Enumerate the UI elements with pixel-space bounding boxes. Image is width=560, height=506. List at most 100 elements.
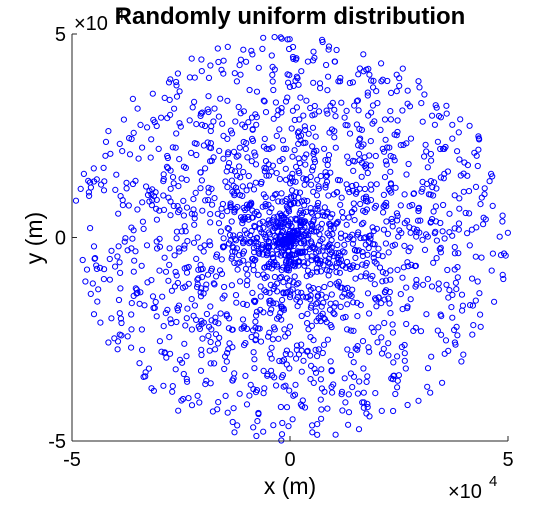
data-point — [298, 68, 305, 75]
data-point — [407, 135, 415, 142]
data-point — [489, 173, 496, 180]
data-point — [202, 197, 209, 204]
data-point — [112, 263, 119, 270]
data-point — [389, 329, 396, 336]
data-point — [427, 389, 434, 396]
data-point — [238, 235, 245, 242]
data-point — [139, 218, 146, 225]
data-point — [388, 215, 395, 223]
data-point — [379, 145, 386, 152]
data-point — [464, 162, 471, 169]
data-point — [210, 154, 217, 161]
data-point — [240, 217, 247, 224]
data-point — [464, 230, 471, 237]
data-point — [364, 400, 371, 407]
data-point — [265, 264, 272, 271]
data-point — [331, 58, 339, 65]
data-point — [250, 424, 257, 431]
data-point — [218, 205, 225, 212]
data-point — [108, 247, 115, 254]
data-point — [472, 297, 479, 304]
data-point — [475, 146, 482, 153]
data-point — [350, 359, 357, 366]
data-point — [259, 218, 266, 225]
data-point — [161, 254, 168, 261]
data-point — [128, 135, 135, 143]
data-point — [113, 171, 120, 178]
data-point — [270, 422, 277, 429]
data-point — [224, 151, 232, 158]
data-point — [449, 232, 456, 239]
data-point — [334, 176, 342, 184]
data-point — [366, 348, 373, 355]
data-point — [289, 286, 296, 293]
data-point — [325, 192, 332, 199]
data-point — [261, 264, 268, 271]
data-point — [266, 209, 273, 216]
data-point — [243, 401, 251, 408]
data-point — [331, 311, 338, 318]
data-point — [215, 320, 222, 327]
data-point — [387, 168, 394, 175]
data-point — [289, 107, 296, 114]
data-point — [383, 218, 390, 225]
data-point — [101, 266, 108, 273]
data-point — [121, 238, 128, 245]
data-point — [284, 264, 291, 271]
data-point — [401, 242, 408, 249]
data-point — [271, 34, 278, 41]
data-point — [406, 103, 414, 110]
data-point — [158, 114, 165, 121]
data-point — [259, 45, 266, 53]
data-point — [321, 204, 328, 211]
data-point — [367, 181, 374, 188]
y-tick-label: -5 — [48, 431, 66, 453]
data-point — [392, 184, 399, 191]
data-point — [359, 261, 366, 268]
data-point — [422, 141, 429, 148]
data-point — [377, 126, 384, 133]
data-point — [278, 431, 286, 438]
data-point — [204, 139, 211, 146]
data-point — [203, 377, 210, 384]
data-point — [362, 234, 369, 241]
data-point — [370, 250, 378, 257]
data-point — [330, 253, 337, 260]
data-point — [229, 253, 236, 260]
data-point — [220, 155, 227, 162]
data-point — [197, 110, 205, 117]
data-point — [194, 234, 201, 241]
data-point — [253, 432, 260, 440]
data-point — [350, 167, 357, 174]
data-point — [310, 337, 317, 344]
data-point — [339, 208, 346, 216]
data-point — [222, 353, 229, 360]
data-point — [321, 145, 328, 152]
data-point — [390, 359, 397, 366]
data-point — [372, 390, 379, 397]
data-point — [312, 369, 320, 376]
data-point — [243, 301, 250, 308]
data-point — [303, 151, 310, 158]
data-point — [144, 124, 151, 131]
data-point — [209, 201, 216, 208]
data-point — [391, 157, 398, 164]
data-point — [236, 252, 243, 259]
data-point — [224, 349, 231, 357]
data-point — [424, 164, 431, 171]
data-point — [366, 232, 373, 240]
data-point — [477, 311, 484, 318]
data-point — [350, 299, 357, 306]
data-point — [320, 314, 327, 322]
data-point — [364, 404, 371, 411]
x-ticks: -5 0 5 — [63, 436, 514, 471]
data-point — [409, 201, 416, 209]
data-point — [405, 248, 412, 255]
data-point — [332, 144, 339, 151]
data-point — [262, 158, 270, 165]
data-point — [342, 313, 349, 321]
data-point — [269, 71, 276, 79]
data-point — [455, 250, 462, 257]
data-point — [329, 231, 336, 238]
data-point — [387, 116, 394, 123]
